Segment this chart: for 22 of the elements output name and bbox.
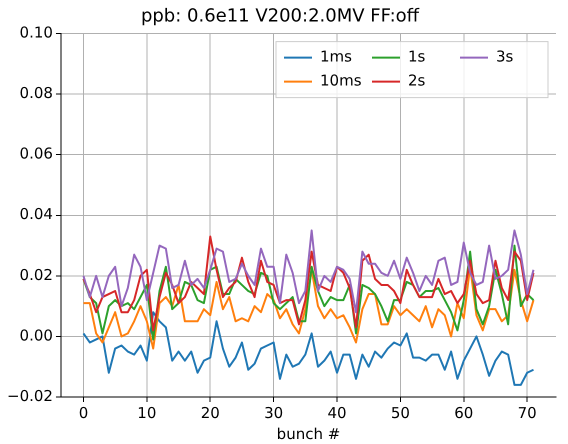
legend-label: 1ms [320,47,352,66]
x-tick-label: 10 [137,404,156,422]
legend-label: 1s [408,47,426,66]
y-tick-label: 0.00 [20,326,53,344]
x-tick-label: 50 [390,404,410,422]
x-tick-label: 60 [454,404,474,422]
y-tick-label: −0.02 [7,386,53,405]
x-tick-label: 20 [200,404,220,422]
y-tick-label: 0.06 [20,144,53,163]
legend-label: 3s [496,47,514,66]
x-tick-label: 40 [327,404,347,422]
y-tick-label: 0.08 [20,84,53,102]
chart-title: ppb: 0.6e11 V200:2.0MV FF:off [140,5,420,26]
x-tick-label: 70 [518,404,537,422]
x-tick-label: 0 [78,404,88,422]
legend-label: 10ms [320,71,362,90]
y-tick-label: 0.10 [20,23,53,42]
x-axis-title: bunch # [276,424,340,443]
y-tick-label: 0.02 [20,266,53,284]
legend-label: 2s [408,71,426,90]
x-tick-label: 30 [264,404,284,422]
y-tick-label: 0.04 [20,205,53,224]
